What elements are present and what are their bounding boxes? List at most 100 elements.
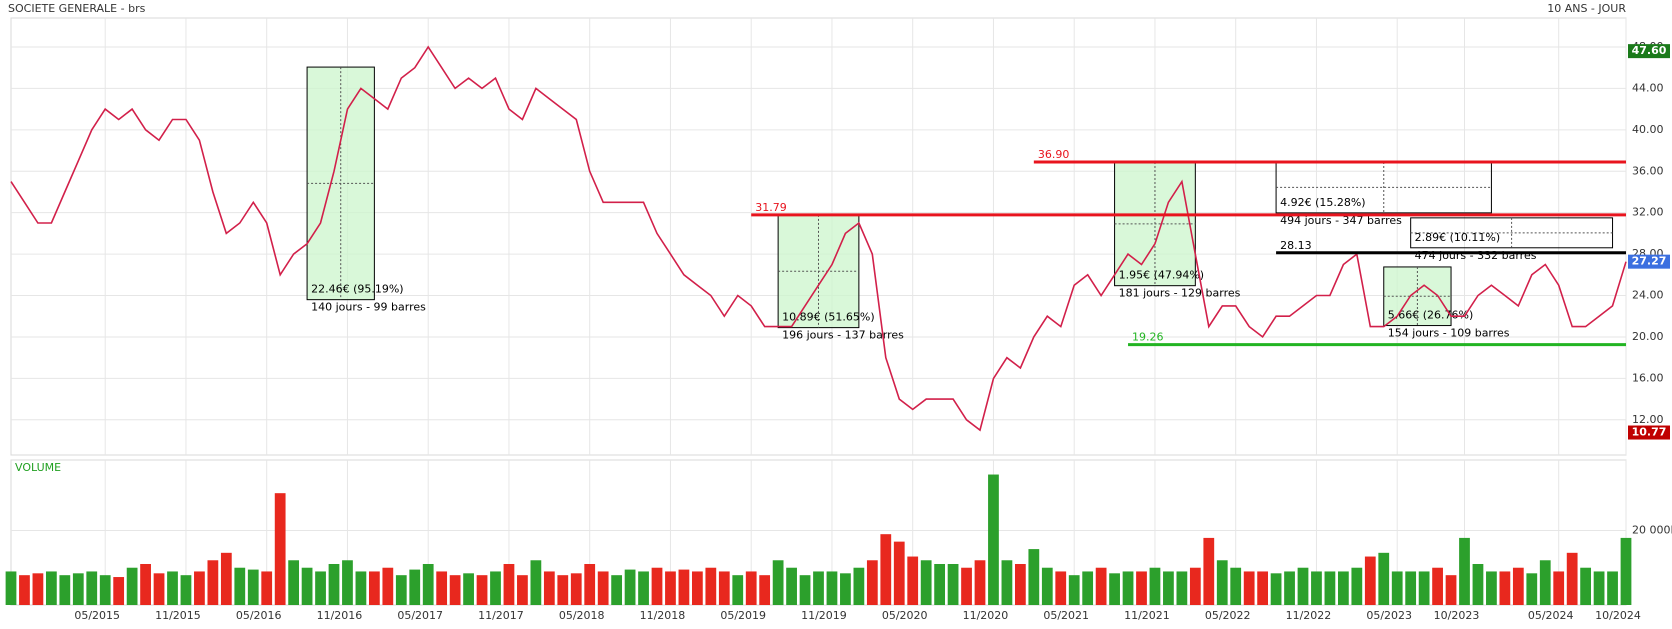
volume-bar	[288, 560, 300, 605]
volume-bar	[907, 556, 919, 605]
volume-bar	[920, 560, 932, 605]
volume-bar	[503, 563, 515, 605]
volume-bar	[45, 571, 57, 605]
volume-bar	[422, 563, 434, 605]
volume-bar	[126, 567, 138, 605]
volume-bar	[1189, 567, 1201, 605]
volume-bar	[194, 571, 205, 605]
x-tick-label: 05/2023	[1366, 609, 1412, 622]
price-badge-label: 27.27	[1632, 255, 1667, 268]
volume-bar	[947, 563, 959, 605]
volume-bar	[436, 571, 448, 605]
volume-bar	[1028, 549, 1040, 605]
volume-bar	[449, 575, 461, 605]
volume-bar	[59, 575, 71, 605]
level-label: 28.13	[1280, 239, 1312, 252]
x-tick-label: 11/2018	[640, 609, 686, 622]
volume-bar	[220, 552, 232, 605]
volume-bar	[1311, 571, 1322, 605]
volume-bar	[463, 573, 474, 605]
x-tick-label: 10/2024	[1595, 609, 1641, 622]
level-label: 31.79	[755, 201, 787, 214]
x-tick-label: 11/2020	[963, 609, 1009, 622]
volume-bar	[1418, 571, 1430, 605]
volume-bar	[113, 577, 125, 605]
volume-bar	[745, 571, 757, 605]
volume-bar	[1284, 571, 1295, 605]
x-tick-label: 05/2024	[1528, 609, 1574, 622]
y-tick-label: 12.00	[1632, 413, 1664, 426]
volume-bar	[517, 575, 528, 605]
volume-bar	[382, 567, 394, 605]
price-badge	[1628, 44, 1670, 59]
volume-bar	[584, 563, 596, 605]
y-tick-label: 24.00	[1632, 289, 1664, 302]
volume-bar	[1136, 571, 1147, 605]
price-badge	[1628, 425, 1670, 440]
measure-duration: 140 jours - 99 barres	[311, 301, 426, 314]
volume-bar	[934, 563, 946, 605]
x-tick-label: 05/2015	[74, 609, 120, 622]
volume-bar	[140, 563, 151, 605]
volume-bar	[1539, 560, 1551, 605]
volume-bar	[543, 571, 555, 605]
volume-bar	[624, 569, 636, 605]
volume-bar	[261, 571, 273, 605]
volume-bar	[476, 575, 488, 605]
x-tick-label: 05/2018	[559, 609, 605, 622]
volume-bar	[355, 571, 367, 605]
volume-bar	[395, 575, 407, 605]
volume-bar	[678, 569, 690, 605]
y-tick-label: 44.00	[1632, 81, 1664, 94]
x-tick-label: 11/2021	[1124, 609, 1170, 622]
x-tick-label: 11/2022	[1286, 609, 1332, 622]
volume-bar	[1499, 571, 1511, 605]
volume-bar	[705, 567, 717, 605]
volume-bar	[611, 575, 623, 605]
measure-change: 10.89€ (51.65%)	[782, 311, 875, 324]
volume-bar	[1082, 571, 1094, 605]
level-label: 36.90	[1038, 148, 1070, 161]
x-tick-label: 05/2016	[236, 609, 282, 622]
measure-duration: 494 jours - 347 barres	[1280, 214, 1402, 227]
volume-bar	[1351, 567, 1363, 605]
volume-bar	[638, 571, 649, 605]
volume-bar	[1391, 571, 1403, 605]
volume-bar	[1297, 567, 1309, 605]
volume-bar	[772, 560, 784, 605]
volume-bar	[530, 560, 542, 605]
measure-change: 22.46€ (95.19%)	[311, 283, 404, 296]
volume-bar	[1203, 537, 1215, 605]
y-tick-label: 20.00	[1632, 330, 1664, 343]
volume-bar	[651, 567, 663, 605]
volume-bar	[409, 569, 421, 605]
volume-bar	[557, 575, 569, 605]
volume-bar	[490, 571, 501, 605]
volume-bar	[153, 573, 165, 605]
x-tick-label: 10/2023	[1434, 609, 1480, 622]
volume-bar	[826, 571, 838, 605]
volume-bar	[1122, 571, 1134, 605]
volume-bar	[570, 573, 582, 605]
measure-change: 4.92€ (15.28%)	[1280, 196, 1366, 209]
volume-bar	[1553, 571, 1565, 605]
volume-bar	[1041, 567, 1053, 605]
volume-bar	[1566, 552, 1578, 605]
volume-bar	[342, 560, 353, 605]
volume-title: VOLUME	[15, 461, 61, 474]
x-tick-label: 11/2017	[478, 609, 524, 622]
level-label: 19.26	[1132, 331, 1164, 344]
volume-bar	[1405, 571, 1417, 605]
volume-bar	[1068, 575, 1080, 605]
chart-title: SOCIETE GENERALE - brs	[8, 2, 146, 15]
volume-bar	[988, 474, 999, 605]
volume-bar	[315, 571, 326, 605]
volume-bar	[799, 575, 811, 605]
volume-bar	[1459, 537, 1470, 605]
volume-bar	[1432, 567, 1443, 605]
x-tick-label: 11/2016	[317, 609, 363, 622]
volume-bar	[1512, 567, 1524, 605]
period-label: 10 ANS - JOUR	[1547, 2, 1626, 15]
volume-bar	[1445, 575, 1457, 605]
